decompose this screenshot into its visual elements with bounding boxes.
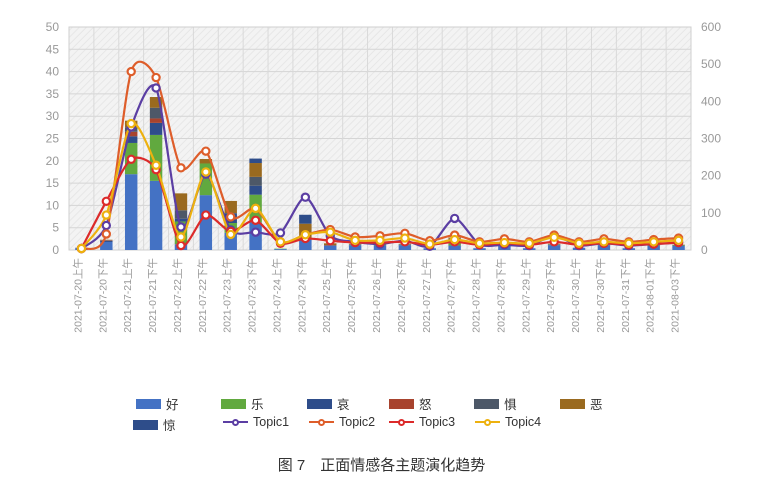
- svg-text:600: 600: [701, 20, 721, 34]
- svg-text:2021-07-28上午: 2021-07-28上午: [470, 258, 483, 333]
- svg-text:400: 400: [701, 94, 721, 108]
- svg-text:2021-07-29上午: 2021-07-29上午: [519, 258, 532, 333]
- svg-text:2021-07-24上午: 2021-07-24上午: [270, 258, 283, 333]
- svg-text:2021-07-25下午: 2021-07-25下午: [345, 258, 358, 333]
- svg-text:2021-07-25上午: 2021-07-25上午: [320, 258, 333, 333]
- svg-text:20: 20: [46, 154, 60, 168]
- svg-text:2021-07-21上午: 2021-07-21上午: [121, 258, 134, 333]
- svg-text:2021-07-30上午: 2021-07-30上午: [569, 258, 582, 333]
- svg-text:2021-07-30下午: 2021-07-30下午: [594, 258, 607, 333]
- svg-text:2021-07-26上午: 2021-07-26上午: [370, 258, 383, 333]
- svg-text:2021-07-20下午: 2021-07-20下午: [96, 258, 109, 333]
- svg-text:2021-07-23下午: 2021-07-23下午: [246, 258, 259, 333]
- svg-text:10: 10: [46, 198, 60, 212]
- svg-text:2021-07-23上午: 2021-07-23上午: [221, 258, 234, 333]
- svg-text:45: 45: [46, 42, 60, 56]
- svg-text:2021-07-29下午: 2021-07-29下午: [544, 258, 557, 333]
- svg-text:2021-07-22下午: 2021-07-22下午: [196, 258, 209, 333]
- svg-text:0: 0: [701, 243, 708, 257]
- svg-text:35: 35: [46, 87, 60, 101]
- svg-text:40: 40: [46, 65, 60, 79]
- svg-text:15: 15: [46, 176, 60, 190]
- svg-text:50: 50: [46, 20, 60, 34]
- svg-text:2021-07-24下午: 2021-07-24下午: [295, 258, 308, 333]
- svg-text:30: 30: [46, 109, 60, 123]
- svg-text:5: 5: [52, 221, 59, 235]
- svg-text:2021-07-21下午: 2021-07-21下午: [146, 258, 159, 333]
- svg-text:300: 300: [701, 132, 721, 146]
- svg-text:100: 100: [701, 206, 721, 220]
- svg-text:200: 200: [701, 169, 721, 183]
- svg-text:2021-07-31下午: 2021-07-31下午: [619, 258, 632, 333]
- svg-text:25: 25: [46, 132, 60, 146]
- svg-text:500: 500: [701, 57, 721, 71]
- svg-text:2021-07-26下午: 2021-07-26下午: [395, 258, 408, 333]
- svg-text:2021-08-01下午: 2021-08-01下午: [644, 258, 657, 333]
- svg-text:2021-07-28下午: 2021-07-28下午: [494, 258, 507, 333]
- svg-text:2021-07-27上午: 2021-07-27上午: [420, 258, 433, 333]
- svg-text:2021-08-03下午: 2021-08-03下午: [669, 258, 682, 333]
- svg-text:2021-07-27下午: 2021-07-27下午: [445, 258, 458, 333]
- svg-text:2021-07-22上午: 2021-07-22上午: [171, 258, 184, 333]
- svg-text:2021-07-20上午: 2021-07-20上午: [71, 258, 84, 333]
- svg-text:0: 0: [52, 243, 59, 257]
